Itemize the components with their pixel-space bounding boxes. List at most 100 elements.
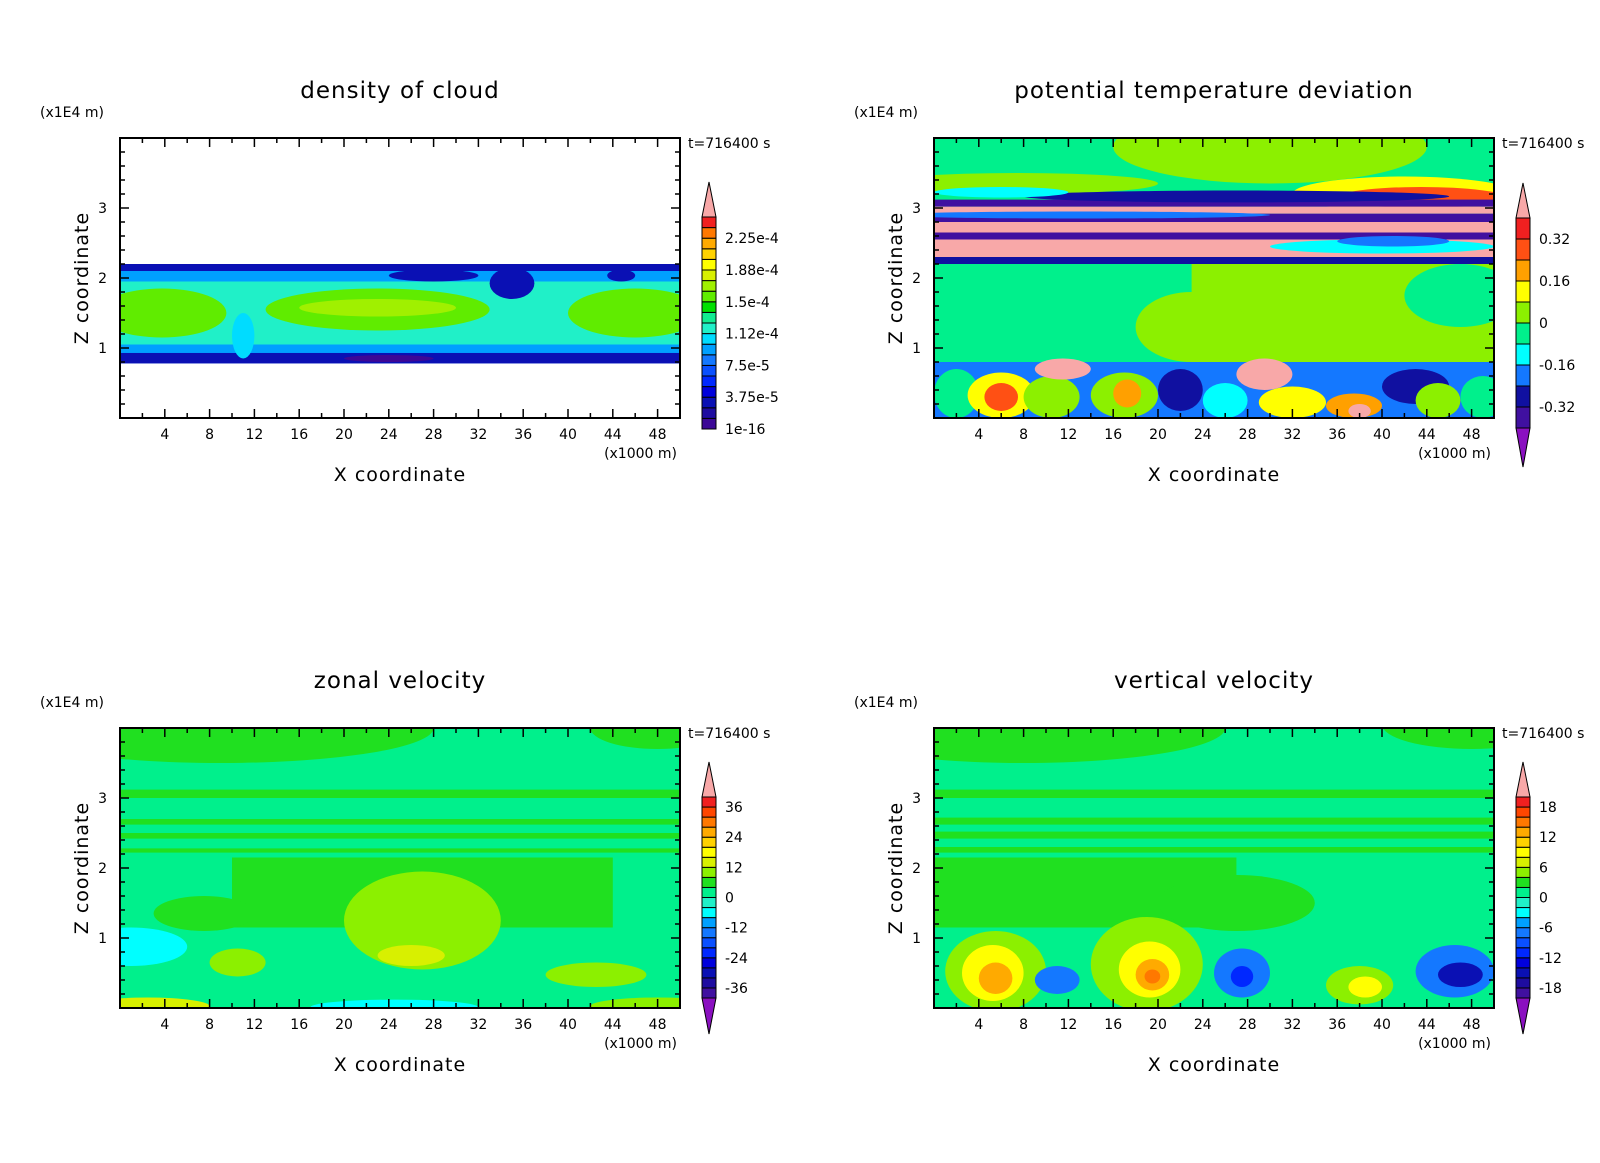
x-tick-label: 20 [335, 1017, 353, 1033]
x-tick-label: 16 [1104, 1017, 1122, 1033]
colorbar-segment [701, 947, 717, 959]
contour-region [377, 945, 445, 966]
colorbar-segment [701, 816, 717, 828]
colorbar-segment [701, 866, 717, 878]
x-tick-label: 44 [1418, 427, 1436, 443]
contour-region [299, 299, 456, 317]
colorbar-segment [701, 897, 717, 909]
colorbar-segment [1515, 836, 1531, 848]
colorbar-label: 1.5e-4 [725, 295, 770, 311]
x-tick-label: 16 [290, 1017, 308, 1033]
contour-region [934, 232, 1494, 240]
colorbar-segment [1515, 364, 1531, 387]
colorbar-label: -18 [1539, 981, 1562, 997]
colorbar-segment [701, 269, 717, 282]
contour-region [120, 789, 680, 798]
x-tick-label: 44 [1418, 1017, 1436, 1033]
colorbar-segment [1515, 897, 1531, 909]
colorbar-segment [701, 227, 717, 239]
colorbar-segment [701, 216, 717, 229]
colorbar-segment [701, 322, 717, 335]
colorbar-segment [701, 876, 717, 888]
contour-region [120, 344, 680, 353]
contour-region [984, 383, 1018, 411]
colorbar-segment [701, 354, 717, 366]
contour-region [934, 728, 1226, 763]
colorbar-label: 18 [1539, 800, 1557, 816]
contour-region [1415, 383, 1461, 418]
contour-region [978, 962, 1013, 994]
contour-region [934, 817, 1494, 825]
y-tick-label: 3 [912, 791, 921, 807]
y-tick-label: 3 [912, 201, 921, 217]
contour-region [1034, 358, 1091, 380]
y-unit-label: (x1E4 m) [40, 105, 104, 121]
x-tick-label: 24 [1194, 1017, 1212, 1033]
contour-field [934, 728, 1494, 1008]
colorbar-label: 0 [1539, 316, 1548, 332]
colorbar-upper-extend [1515, 761, 1531, 798]
x-axis-label: X coordinate [1148, 1054, 1280, 1076]
contour-region [1382, 728, 1494, 749]
contour-region [1202, 383, 1248, 418]
colorbar-segment [701, 886, 717, 898]
colorbar-segment [1515, 322, 1531, 345]
x-tick-label: 44 [604, 427, 622, 443]
x-tick-label: 24 [1194, 427, 1212, 443]
x-tick-label: 4 [974, 1017, 983, 1033]
colorbar-lower-extend [701, 997, 717, 1035]
colorbar-segment [1515, 796, 1531, 808]
colorbar-segment [701, 917, 717, 929]
contour-region [568, 288, 680, 338]
colorbar-label: 36 [725, 800, 743, 816]
chart-title: density of cloud [300, 78, 499, 104]
contour-region [1230, 966, 1254, 987]
x-tick-label: 44 [604, 1017, 622, 1033]
colorbar-segment [701, 977, 717, 989]
colorbar-upper-extend [701, 761, 717, 798]
colorbar-segment [1515, 886, 1531, 898]
colorbar-label: 0 [1539, 891, 1548, 907]
colorbar-segment [701, 967, 717, 979]
chart-title: zonal velocity [314, 668, 486, 694]
colorbar-segment [701, 856, 717, 868]
time-label: t=716400 s [1502, 136, 1584, 152]
colorbar-segment [701, 248, 717, 260]
contour-region [153, 896, 255, 931]
contour-region [344, 871, 501, 970]
colorbar: 1e-16 3.75e-5 7.5e-5 1.12e-4 1.5e-4 1.88e-4 2.… [701, 181, 779, 438]
contour-region [1348, 404, 1371, 418]
x-tick-label: 40 [559, 1017, 577, 1033]
x-tick-label: 20 [1149, 427, 1167, 443]
x-tick-label: 32 [469, 1017, 487, 1033]
colorbar-segment [701, 987, 717, 999]
colorbar-segment [1515, 957, 1531, 969]
y-unit-label: (x1E4 m) [854, 695, 918, 711]
contour-region [1158, 875, 1315, 931]
contour-region [1113, 138, 1427, 184]
colorbar-label: 24 [725, 830, 743, 846]
contour-region [209, 948, 266, 977]
x-tick-label: 28 [1239, 427, 1257, 443]
colorbar-segment [1515, 280, 1531, 303]
x-tick-label: 48 [1463, 427, 1481, 443]
colorbar-lower-extend [1515, 427, 1531, 468]
colorbar-segment [701, 927, 717, 939]
colorbar-segment [1515, 947, 1531, 959]
y-tick-label: 2 [98, 271, 107, 287]
x-tick-label: 32 [1283, 427, 1301, 443]
colorbar-segment [701, 417, 717, 430]
y-tick-label: 2 [98, 861, 107, 877]
x-unit-label: (x1000 m) [1418, 1036, 1491, 1052]
colorbar-label: 1e-16 [725, 422, 765, 438]
colorbar-segment [701, 907, 717, 919]
chart-title: potential temperature deviation [1014, 78, 1413, 104]
colorbar-segment [1515, 987, 1531, 999]
y-tick-label: 1 [98, 341, 107, 357]
colorbar-segment [701, 846, 717, 858]
contour-region [120, 728, 434, 763]
